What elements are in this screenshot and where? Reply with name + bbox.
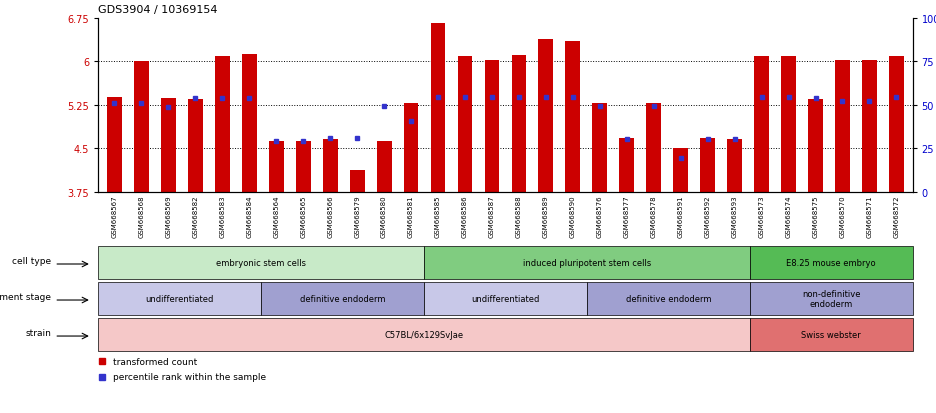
Bar	[134, 62, 149, 192]
Text: GSM668589: GSM668589	[543, 195, 548, 237]
Bar	[538, 40, 553, 192]
Bar	[241, 55, 256, 192]
Bar	[750, 282, 913, 315]
Text: GSM668588: GSM668588	[516, 195, 522, 237]
Bar	[376, 142, 391, 192]
Bar	[673, 149, 688, 192]
Text: GSM668577: GSM668577	[623, 195, 630, 237]
Bar	[296, 142, 311, 192]
Text: GDS3904 / 10369154: GDS3904 / 10369154	[98, 5, 218, 15]
Text: GSM668583: GSM668583	[219, 195, 226, 237]
Text: undifferentiated: undifferentiated	[145, 294, 214, 303]
Text: GSM668590: GSM668590	[570, 195, 576, 237]
Text: E8.25 mouse embryo: E8.25 mouse embryo	[786, 258, 876, 267]
Text: GSM668573: GSM668573	[758, 195, 765, 237]
Text: GSM668564: GSM668564	[273, 195, 279, 237]
Bar	[620, 138, 635, 192]
Bar	[592, 104, 607, 192]
Text: GSM668567: GSM668567	[111, 195, 117, 237]
Bar	[188, 100, 203, 192]
Text: GSM668592: GSM668592	[705, 195, 710, 237]
Bar	[98, 318, 750, 351]
Text: GSM668580: GSM668580	[381, 195, 388, 237]
Text: GSM668578: GSM668578	[651, 195, 657, 237]
Bar	[754, 57, 769, 192]
Bar	[350, 171, 364, 192]
Text: GSM668575: GSM668575	[812, 195, 818, 237]
Text: GSM668571: GSM668571	[867, 195, 872, 237]
Bar	[215, 57, 229, 192]
Bar	[862, 61, 877, 192]
Bar	[98, 282, 261, 315]
Text: GSM668570: GSM668570	[840, 195, 845, 237]
Text: non-definitive
endoderm: non-definitive endoderm	[802, 289, 860, 308]
Text: GSM668584: GSM668584	[246, 195, 253, 237]
Bar	[647, 104, 661, 192]
Text: GSM668593: GSM668593	[732, 195, 738, 237]
Bar	[98, 247, 424, 279]
Text: GSM668566: GSM668566	[328, 195, 333, 237]
Text: GSM668568: GSM668568	[139, 195, 144, 237]
Bar	[782, 57, 796, 192]
Bar	[269, 142, 284, 192]
Bar	[424, 282, 587, 315]
Bar	[458, 57, 473, 192]
Bar	[431, 24, 446, 192]
Bar	[161, 98, 176, 192]
Text: definitive endoderm: definitive endoderm	[300, 294, 386, 303]
Text: GSM668585: GSM668585	[435, 195, 441, 237]
Bar	[587, 282, 750, 315]
Bar	[565, 42, 580, 192]
Text: GSM668574: GSM668574	[785, 195, 792, 237]
Text: undifferentiated: undifferentiated	[471, 294, 540, 303]
Bar	[107, 98, 122, 192]
Text: definitive endoderm: definitive endoderm	[625, 294, 711, 303]
Text: GSM668569: GSM668569	[166, 195, 171, 237]
Text: induced pluripotent stem cells: induced pluripotent stem cells	[522, 258, 651, 267]
Bar	[511, 56, 526, 192]
Text: transformed count: transformed count	[113, 357, 197, 366]
Bar	[750, 318, 913, 351]
Bar	[808, 100, 823, 192]
Bar	[261, 282, 424, 315]
Text: percentile rank within the sample: percentile rank within the sample	[113, 372, 266, 381]
Text: embryonic stem cells: embryonic stem cells	[216, 258, 306, 267]
Bar	[323, 140, 338, 192]
Text: GSM668582: GSM668582	[193, 195, 198, 237]
Bar	[485, 61, 500, 192]
Text: GSM668579: GSM668579	[354, 195, 360, 237]
Text: GSM668587: GSM668587	[489, 195, 495, 237]
Text: GSM668581: GSM668581	[408, 195, 414, 237]
Text: Swiss webster: Swiss webster	[801, 330, 861, 339]
Bar	[750, 247, 913, 279]
Text: strain: strain	[25, 328, 51, 337]
Text: GSM668591: GSM668591	[678, 195, 683, 237]
Bar	[835, 61, 850, 192]
Bar	[727, 140, 742, 192]
Text: GSM668572: GSM668572	[894, 195, 899, 237]
Text: cell type: cell type	[12, 256, 51, 266]
Text: GSM668586: GSM668586	[462, 195, 468, 237]
Text: development stage: development stage	[0, 292, 51, 301]
Bar	[403, 104, 418, 192]
Bar	[889, 57, 904, 192]
Bar	[700, 138, 715, 192]
Text: GSM668576: GSM668576	[597, 195, 603, 237]
Text: C57BL/6x129SvJae: C57BL/6x129SvJae	[385, 330, 463, 339]
Bar	[424, 247, 750, 279]
Text: GSM668565: GSM668565	[300, 195, 306, 237]
